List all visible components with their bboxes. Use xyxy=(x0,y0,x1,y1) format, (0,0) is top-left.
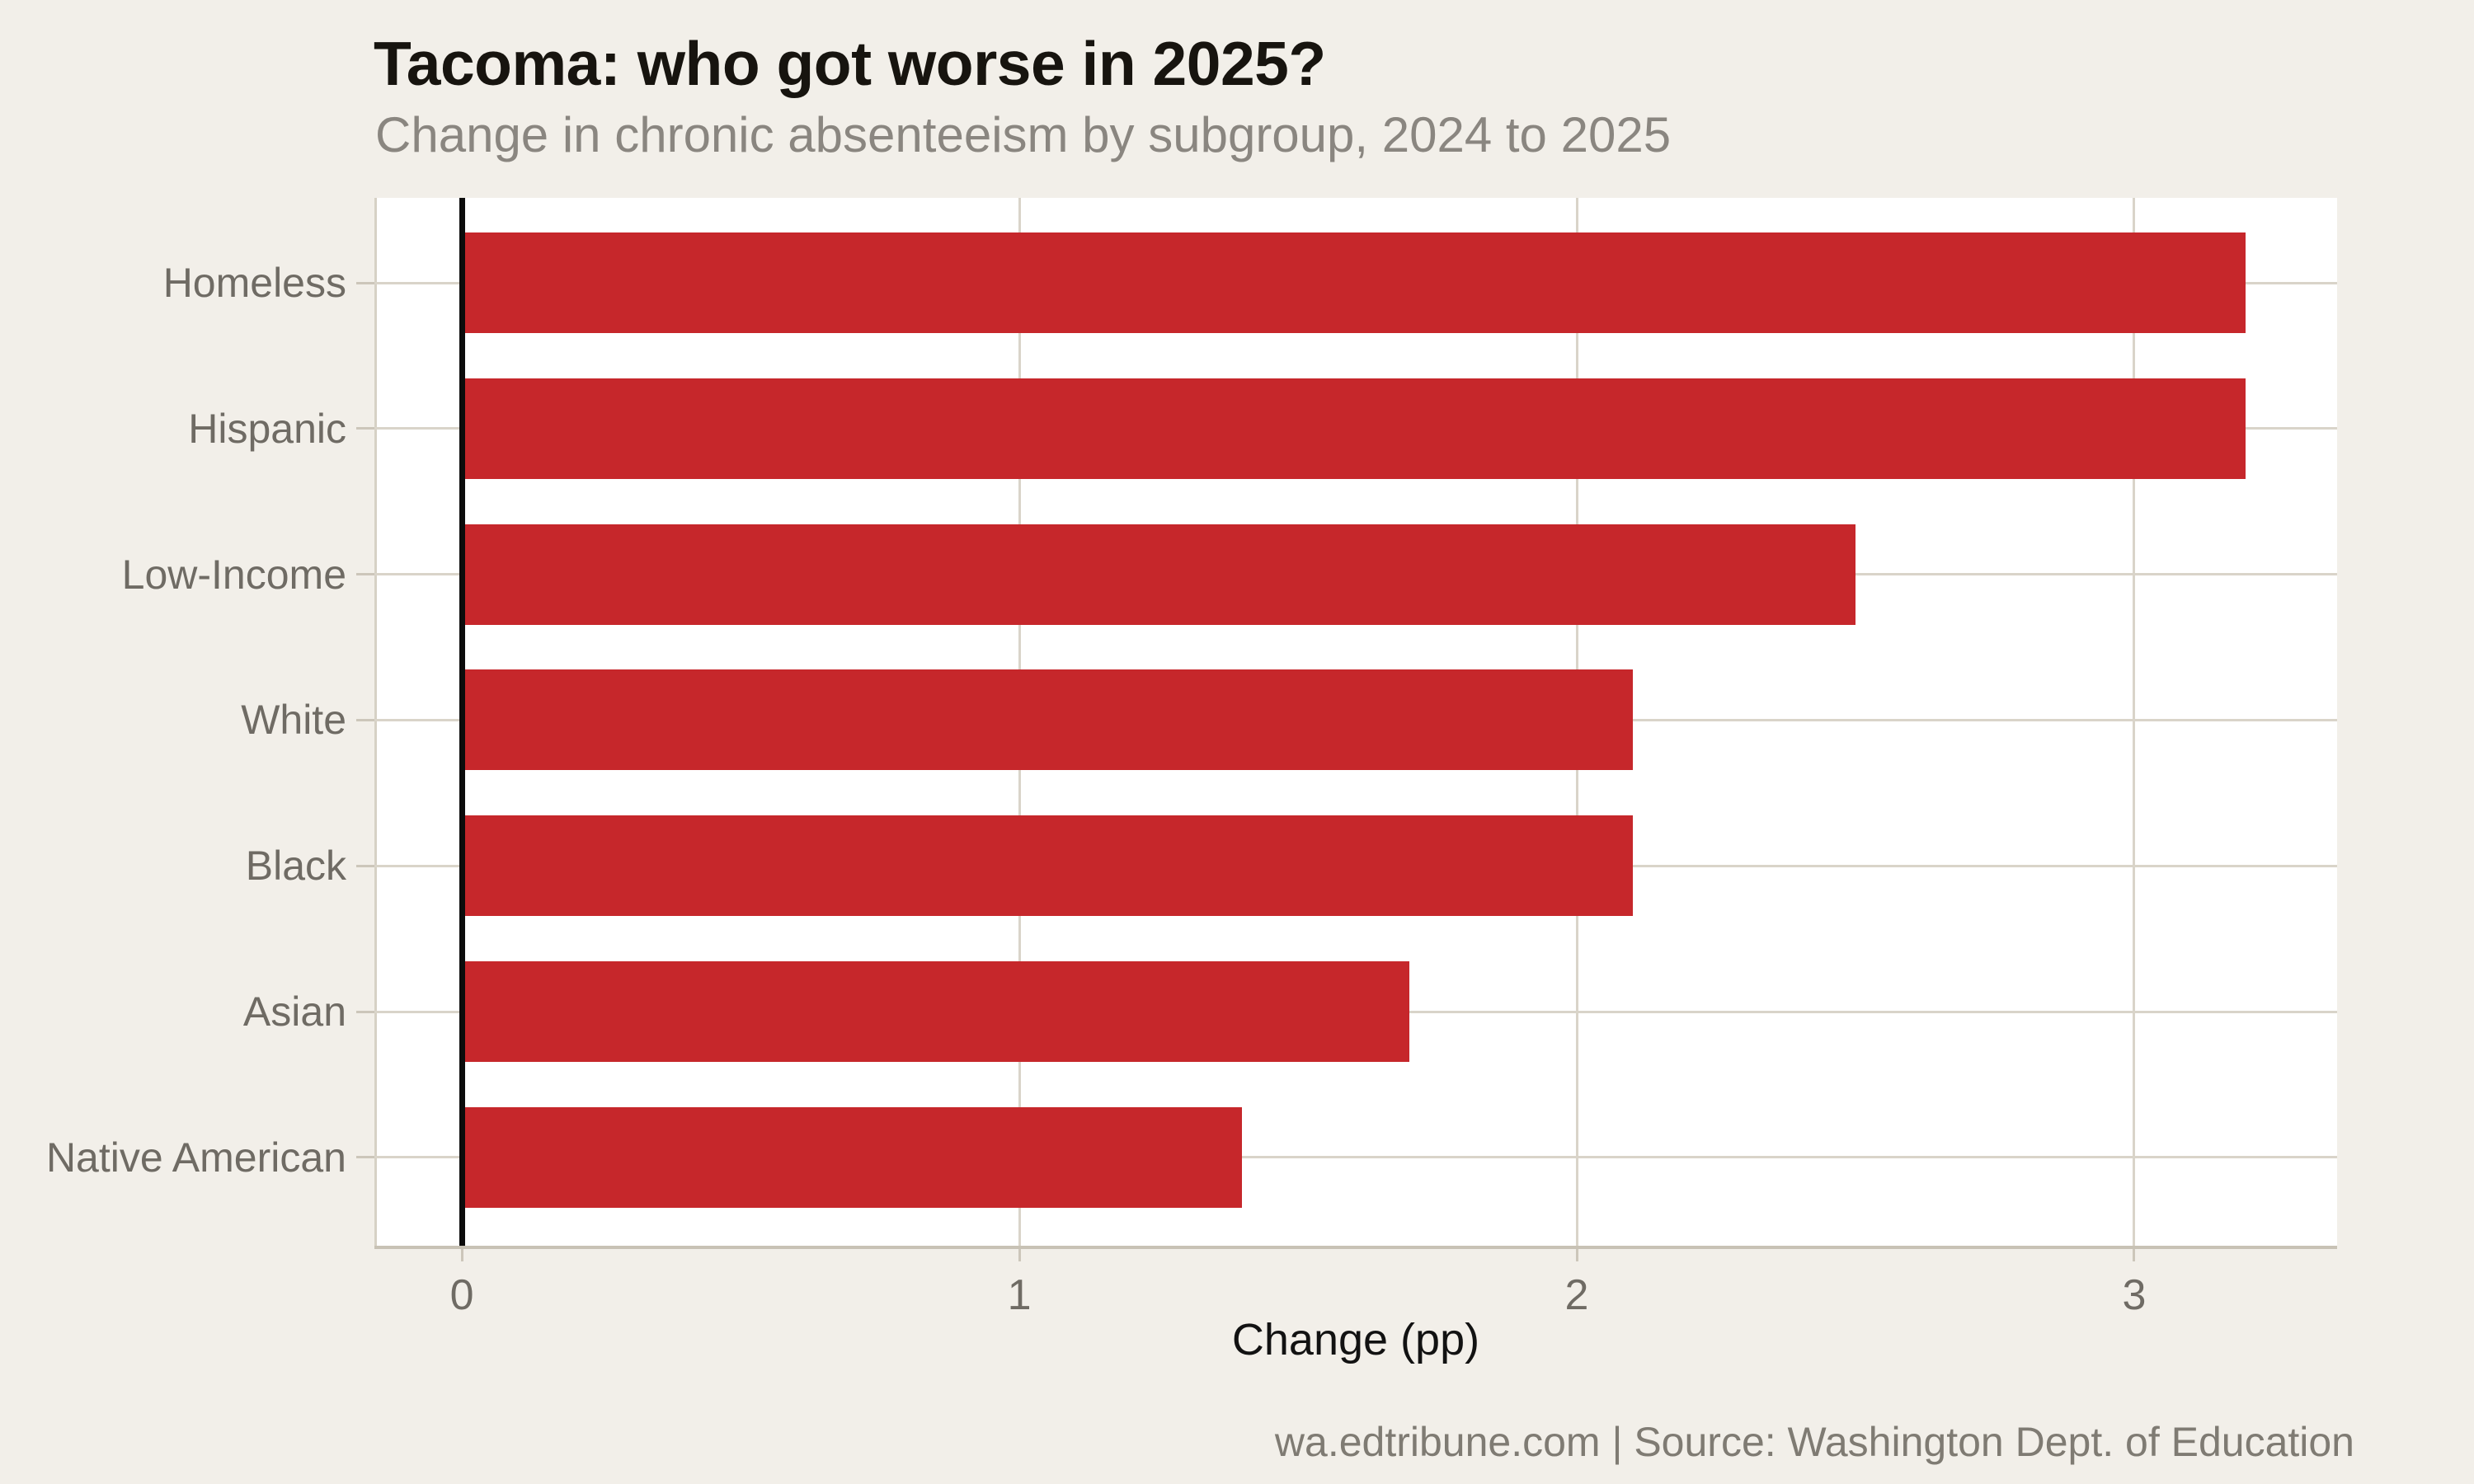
chart-subtitle: Change in chronic absenteeism by subgrou… xyxy=(375,107,1672,162)
category-label: Low-Income xyxy=(121,551,346,598)
zero-baseline xyxy=(459,198,465,1246)
bar-asian xyxy=(462,961,1410,1062)
y-tick-mark xyxy=(356,718,374,721)
category-label: Native American xyxy=(45,1134,346,1181)
x-tick-mark xyxy=(1575,1249,1578,1261)
bar-black xyxy=(462,815,1633,917)
bar-low-income xyxy=(462,524,1856,625)
x-tick-mark xyxy=(460,1249,463,1261)
bar-native-american xyxy=(462,1106,1243,1208)
y-tick-mark xyxy=(356,573,374,576)
x-tick-label: 1 xyxy=(1007,1271,1032,1319)
v-gridline xyxy=(2133,198,2136,1246)
y-tick-mark xyxy=(356,281,374,284)
bar-white xyxy=(462,669,1633,771)
category-label: Black xyxy=(245,843,346,890)
bar-hispanic xyxy=(462,378,2246,479)
source-attribution: wa.edtribune.com | Source: Washington De… xyxy=(1274,1419,2354,1465)
y-tick-mark xyxy=(356,1156,374,1159)
category-label: Hispanic xyxy=(188,405,346,452)
y-axis-spine xyxy=(374,198,377,1246)
bar-homeless xyxy=(462,232,2246,333)
chart-title: Tacoma: who got worse in 2025? xyxy=(374,29,1326,98)
x-tick-mark xyxy=(2133,1249,2136,1261)
category-label: Asian xyxy=(242,989,346,1035)
category-label: Homeless xyxy=(162,260,346,306)
x-tick-mark xyxy=(1018,1249,1021,1261)
plot-area xyxy=(374,198,2337,1249)
y-tick-mark xyxy=(356,427,374,430)
y-tick-mark xyxy=(356,864,374,867)
x-tick-label: 0 xyxy=(449,1271,474,1319)
y-tick-mark xyxy=(356,1010,374,1013)
category-label: White xyxy=(241,697,346,744)
x-tick-label: 3 xyxy=(2122,1271,2147,1319)
h-gridline xyxy=(374,1156,2337,1159)
x-axis-title: Change (pp) xyxy=(1231,1315,1480,1364)
x-tick-label: 2 xyxy=(1564,1271,1589,1319)
